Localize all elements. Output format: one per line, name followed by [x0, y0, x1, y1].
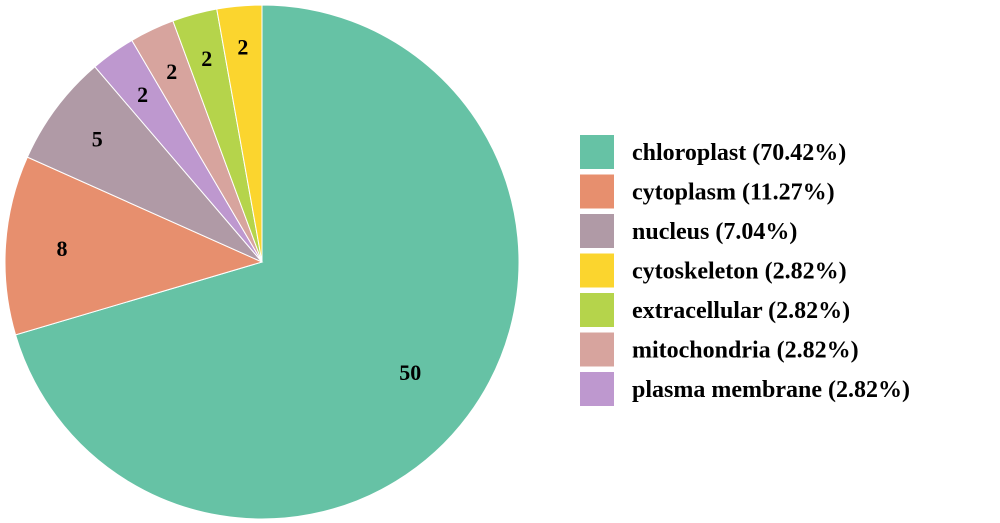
legend-label-plasma-membrane: plasma membrane (2.82%) — [632, 377, 910, 403]
pie-slice-cytoskeleton — [216, 4, 263, 263]
legend-label-cytoplasm: cytoplasm (11.27%) — [632, 180, 835, 206]
slice-value-label-cytoskeleton: 2 — [237, 34, 248, 59]
pie-slice-nucleus — [26, 66, 263, 263]
legend-swatch-extracellular — [580, 293, 614, 327]
legend-label-nucleus: nucleus (7.04%) — [632, 219, 797, 245]
slice-value-label-chloroplast: 50 — [399, 360, 421, 385]
pie-slice-cytoplasm — [4, 156, 264, 336]
slice-value-label-cytoplasm: 8 — [56, 236, 67, 261]
legend-label-cytoskeleton: cytoskeleton (2.82%) — [632, 259, 847, 285]
legend: chloroplast (70.42%) cytoplasm (11.27%) nu… — [580, 135, 910, 406]
legend-swatch-cytoskeleton — [580, 253, 614, 288]
slice-value-label-plasma-membrane: 2 — [137, 82, 148, 107]
legend-swatch-mitochondria — [580, 332, 614, 367]
pie-slices — [4, 4, 520, 520]
legend-swatch-cytoplasm — [580, 174, 614, 209]
slice-value-label-extracellular: 2 — [201, 46, 212, 71]
legend-swatch-nucleus — [580, 214, 614, 248]
slice-value-label-nucleus: 5 — [92, 126, 103, 151]
legend-label-extracellular: extracellular (2.82%) — [632, 298, 850, 324]
legend-swatch-plasma-membrane — [580, 372, 614, 406]
slice-value-label-mitochondria: 2 — [166, 59, 177, 84]
legend-label-mitochondria: mitochondria (2.82%) — [632, 338, 859, 364]
pie-slice-chloroplast — [14, 4, 520, 520]
legend-label-chloroplast: chloroplast (70.42%) — [632, 140, 846, 166]
legend-swatch-chloroplast — [580, 135, 614, 169]
